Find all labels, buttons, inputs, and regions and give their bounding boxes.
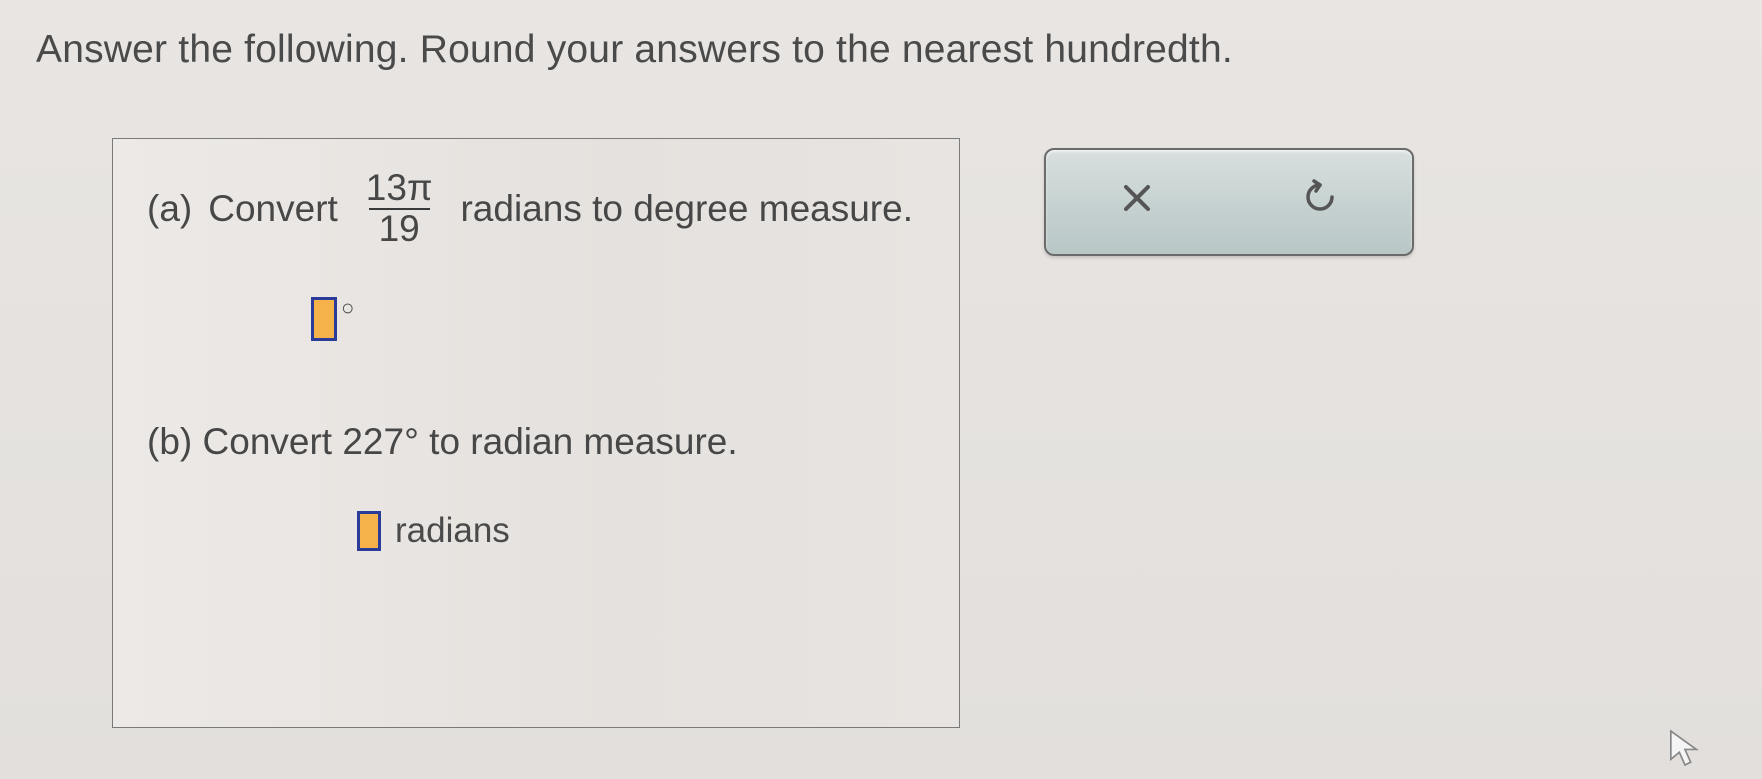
degree-symbol: ○ [341,295,354,321]
reset-button[interactable] [1302,179,1338,225]
degrees-input[interactable] [311,297,337,341]
button-panel [1044,148,1414,256]
undo-icon [1302,179,1338,215]
part-b-text: Convert 227° to radian measure. [203,421,738,462]
radians-input[interactable] [357,511,381,551]
part-a-tail: radians to degree measure. [460,188,913,230]
part-b-label: (b) [147,421,192,462]
part-a: (a) Convert 13π 19 radians to degree mea… [147,169,925,341]
problem-box: (a) Convert 13π 19 radians to degree mea… [112,138,960,728]
instruction-text: Answer the following. Round your answers… [36,28,1233,72]
fraction-denominator: 19 [369,208,430,249]
part-a-verb: Convert [208,188,338,230]
radians-unit-label: radians [395,511,510,551]
part-a-label: (a) [147,188,192,230]
x-icon [1120,181,1154,215]
fraction-numerator: 13π [360,169,439,208]
cursor-icon [1668,728,1702,773]
part-a-answer-slot: ○ [311,297,925,341]
part-b: (b) Convert 227° to radian measure. radi… [147,421,925,551]
clear-button[interactable] [1120,180,1154,225]
fraction: 13π 19 [360,169,439,249]
part-b-answer-slot: radians [357,511,925,551]
